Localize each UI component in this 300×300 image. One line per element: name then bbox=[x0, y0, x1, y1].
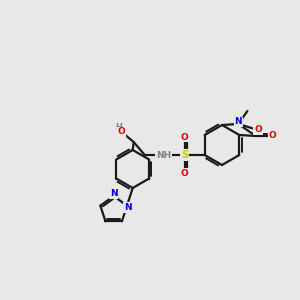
Text: O: O bbox=[181, 133, 189, 142]
Text: O: O bbox=[254, 125, 262, 134]
Text: S: S bbox=[181, 150, 188, 160]
Text: NH: NH bbox=[156, 151, 171, 160]
Text: O: O bbox=[269, 131, 277, 140]
Text: H: H bbox=[115, 122, 122, 131]
Text: O: O bbox=[181, 169, 189, 178]
Text: N: N bbox=[235, 118, 242, 127]
Text: O: O bbox=[118, 128, 126, 136]
Text: N: N bbox=[110, 190, 118, 199]
Text: N: N bbox=[124, 203, 132, 212]
